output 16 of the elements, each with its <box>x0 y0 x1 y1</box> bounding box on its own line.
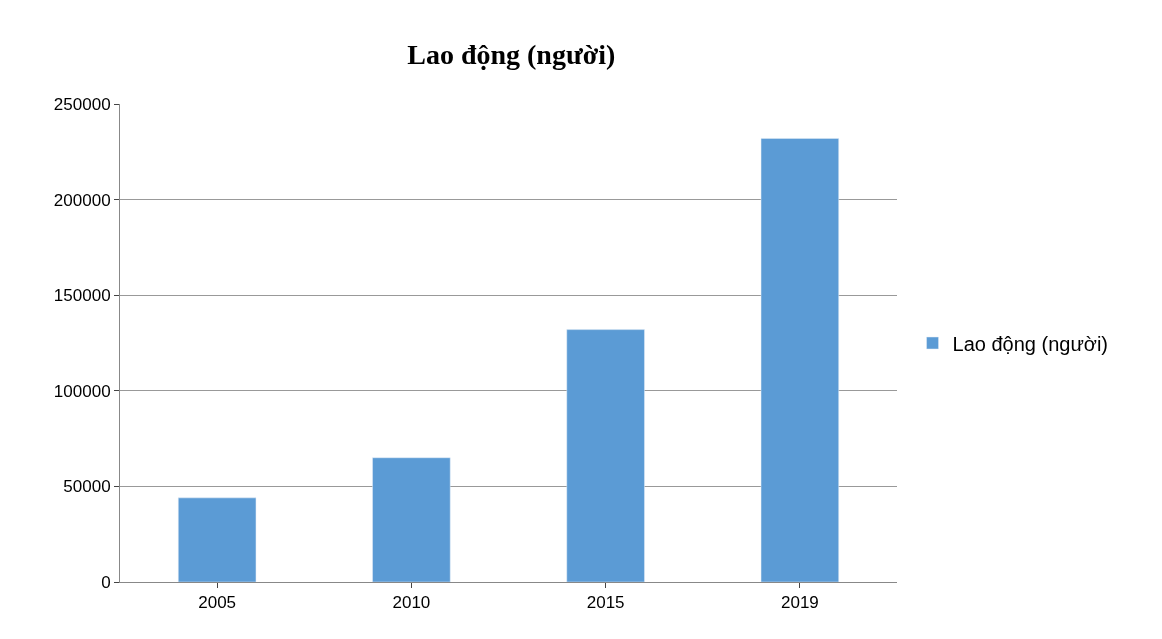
bar <box>372 457 451 582</box>
bar <box>566 329 645 582</box>
x-tick-label: 2010 <box>392 593 431 613</box>
x-tick-label: 2005 <box>198 593 237 613</box>
x-tick-label: 2019 <box>780 593 819 613</box>
chart-title: Lao động (người) <box>407 39 616 71</box>
y-tick-label: 0 <box>101 572 111 592</box>
legend-label: Lao động (người) <box>952 332 1109 355</box>
bar <box>178 497 257 582</box>
y-tick-label: 150000 <box>53 286 111 306</box>
y-tick-label: 100000 <box>53 381 111 401</box>
y-tick-label: 200000 <box>53 190 111 210</box>
bar <box>760 138 839 582</box>
y-tick-label: 50000 <box>63 477 111 497</box>
x-tick-label: 2015 <box>586 593 625 613</box>
y-tick-label: 250000 <box>53 94 111 114</box>
